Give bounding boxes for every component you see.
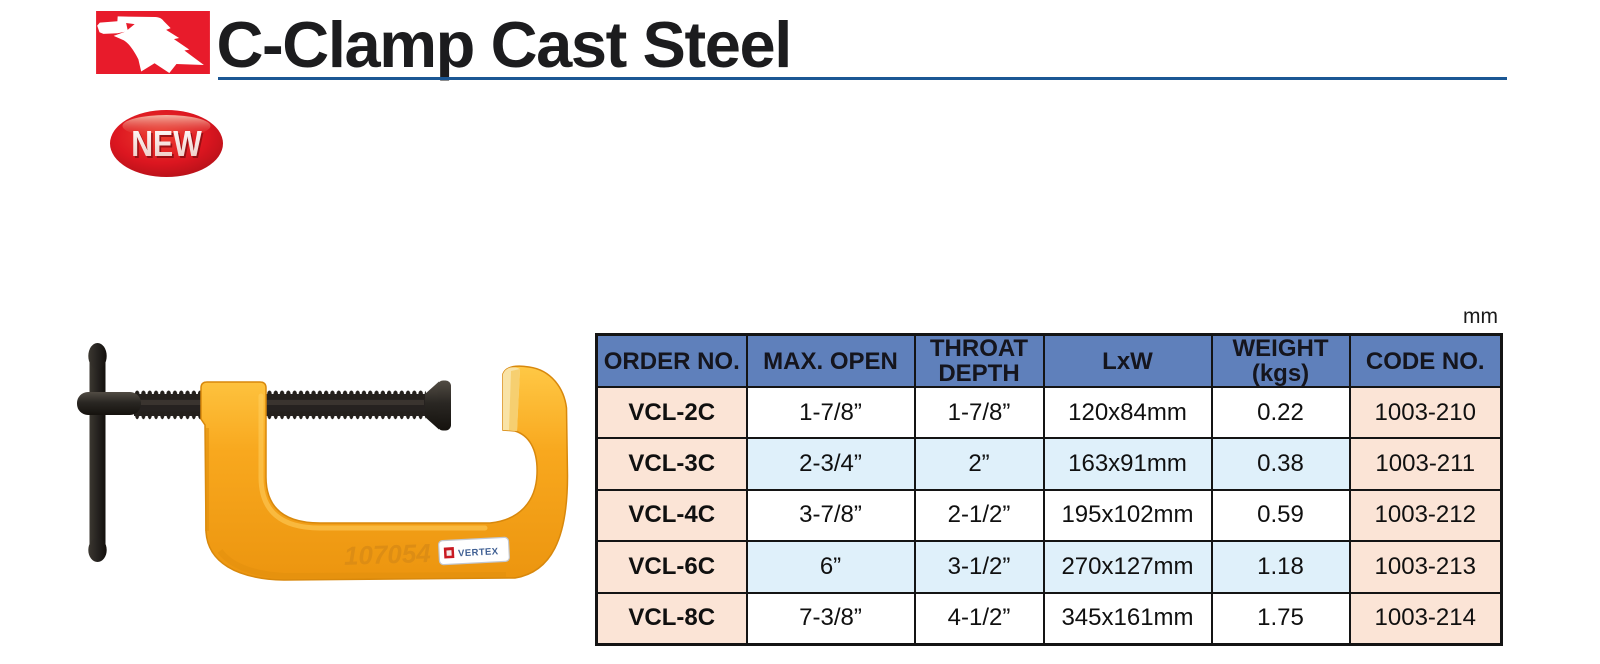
svg-text:NEW: NEW — [133, 127, 204, 167]
svg-text:NEW: NEW — [131, 125, 202, 165]
svg-text:107054: 107054 — [343, 538, 431, 571]
svg-text:VERTEX: VERTEX — [458, 546, 499, 559]
